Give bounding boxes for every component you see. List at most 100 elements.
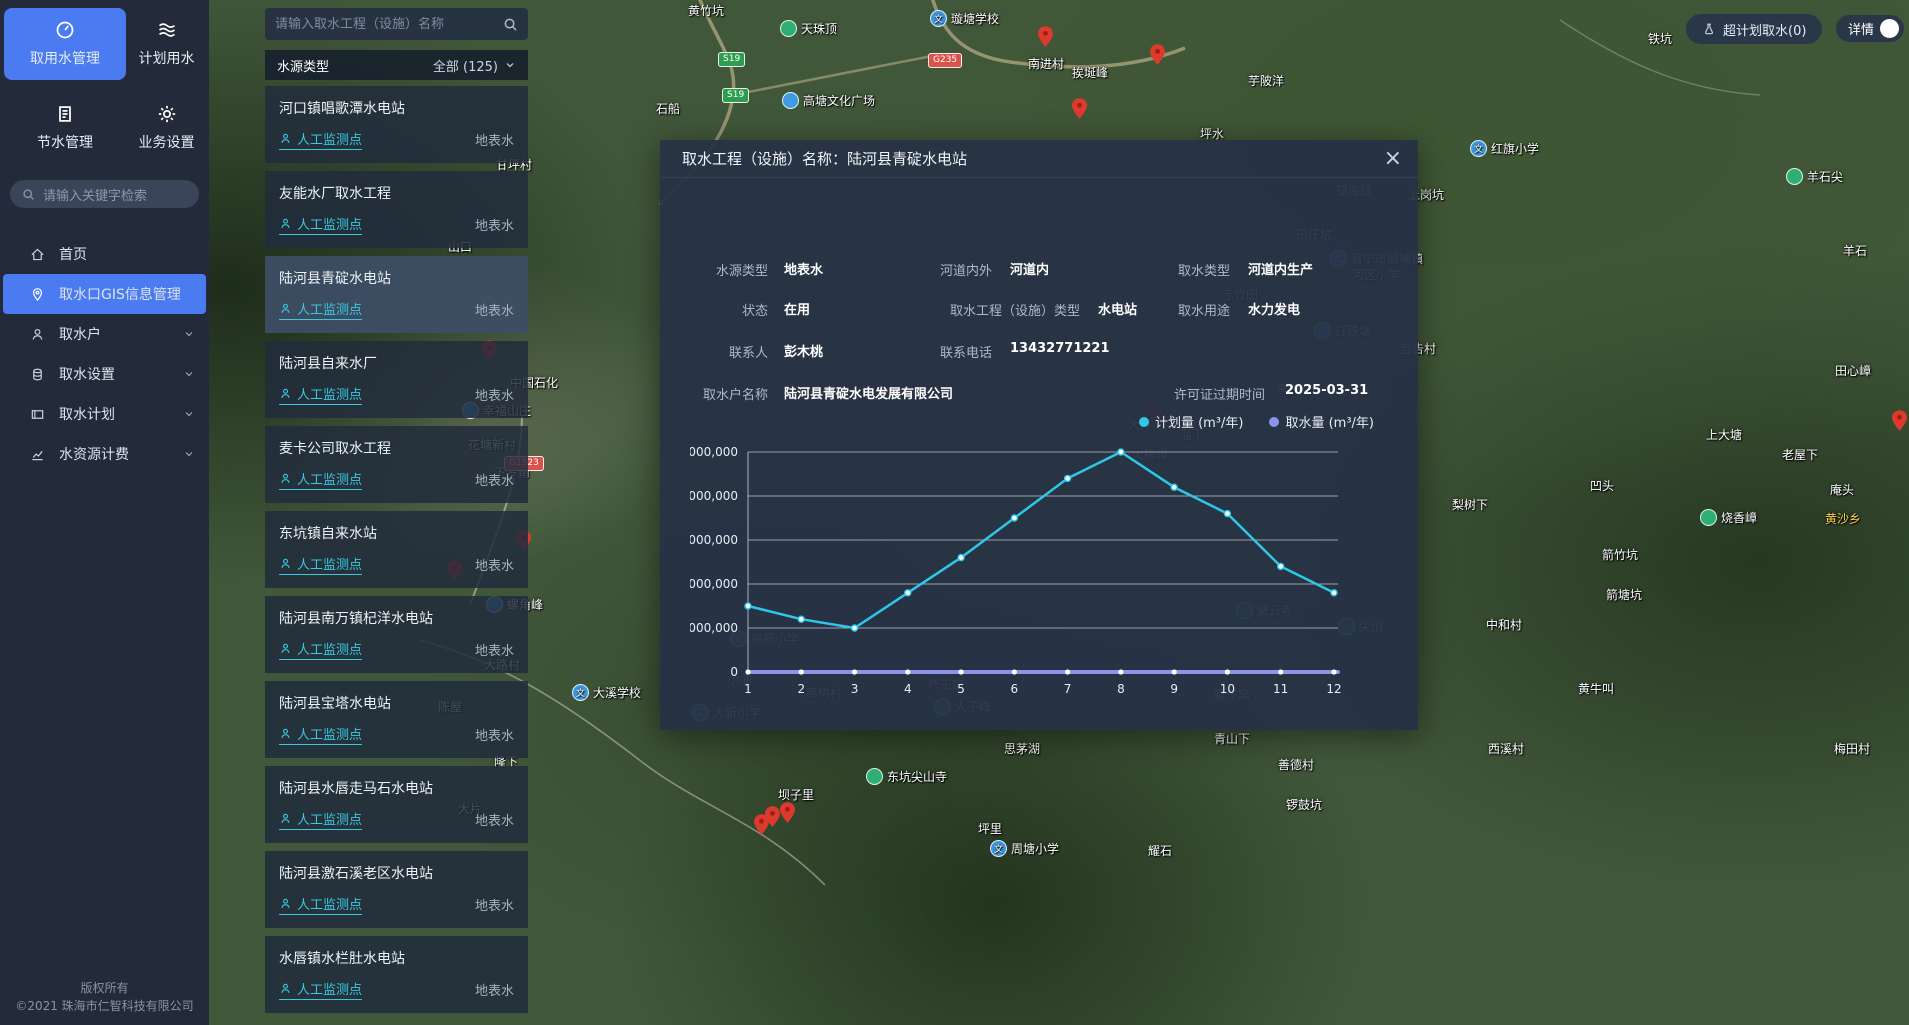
facility-list-item[interactable]: 麦卡公司取水工程 人工监测点 地表水 [265, 426, 528, 503]
module-tile[interactable]: 计划用水 [126, 8, 207, 80]
facility-list-panel: 水源类型 全部 (125) 河口镇唱歌潭水电站 人工监测点 地表水 友能水厂取水… [265, 0, 528, 1025]
search-icon[interactable] [503, 17, 518, 32]
monitor-type[interactable]: 人工监测点 [279, 639, 363, 660]
close-icon[interactable]: × [1383, 145, 1402, 171]
sidebar-menu-item[interactable]: 取水计划 [0, 394, 209, 434]
monitor-type[interactable]: 人工监测点 [279, 299, 363, 320]
sidebar-search[interactable]: 请输入关键字检索 [10, 180, 199, 208]
menu-item-icon [32, 287, 43, 301]
facility-name: 陆河县激石溪老区水电站 [279, 866, 433, 882]
svg-text:1,000,000: 1,000,000 [690, 621, 738, 635]
facility-search[interactable] [265, 8, 528, 40]
map-label-text: 锣鼓坑 [1286, 798, 1323, 812]
over-plan-label: 超计划取水(0) [1723, 23, 1807, 39]
legend-label: 计划量 (m³/年) [1154, 416, 1244, 431]
svg-text:3: 3 [851, 682, 859, 696]
monitor-type[interactable]: 人工监测点 [279, 894, 363, 915]
person-icon [281, 898, 290, 909]
field-value: 水力发电 [1248, 303, 1301, 318]
map-pin-icon[interactable] [780, 802, 795, 827]
facility-name: 陆河县水唇走马石水电站 [279, 781, 433, 797]
monitor-type[interactable]: 人工监测点 [279, 724, 363, 745]
svg-text:5: 5 [957, 682, 965, 696]
sidebar-menu-item[interactable]: 取水设置 [0, 354, 209, 394]
facility-detail-modal: 取水工程（设施）名称：陆河县青碇水电站 × 水源类型 地表水 河道内外 河道内 … [660, 140, 1418, 730]
sidebar-menu-item[interactable]: 首页 [0, 234, 209, 274]
monitor-type[interactable]: 人工监测点 [279, 469, 363, 490]
module-icon [158, 105, 175, 123]
person-icon [281, 133, 290, 144]
map-label: 羊石尖 [1786, 168, 1843, 185]
monitor-type[interactable]: 人工监测点 [279, 214, 363, 235]
field-label: 取水用途 [1177, 304, 1230, 319]
road-badge: G235 [928, 53, 963, 68]
map-label-text: 梨树下 [1452, 498, 1489, 512]
map-label: 中和村 [1486, 616, 1522, 633]
monitor-type[interactable]: 人工监测点 [279, 809, 363, 830]
road-badge: S19 [718, 52, 746, 67]
green-poi-icon [866, 768, 883, 785]
facility-list-item[interactable]: 友能水厂取水工程 人工监测点 地表水 [265, 171, 528, 248]
facility-list-item[interactable]: 陆河县水唇走马石水电站 人工监测点 地表水 [265, 766, 528, 843]
map-label: 芋陂洋 [1248, 72, 1284, 89]
svg-text:12: 12 [1326, 682, 1341, 696]
map-label-text: 上大塘 [1706, 428, 1743, 442]
monitor-type[interactable]: 人工监测点 [279, 554, 363, 575]
field-label: 水源类型 [715, 264, 768, 279]
map-label-text: 东坑尖山寺 [887, 770, 948, 784]
map-pin-icon[interactable] [754, 814, 769, 839]
facility-list-item[interactable]: 陆河县自来水厂 人工监测点 地表水 [265, 341, 528, 418]
chevron-down-icon [185, 332, 193, 337]
green-poi-icon [1700, 509, 1717, 526]
filter-dropdown[interactable]: 全部 (125) [433, 56, 516, 75]
map-label: 天珠顶 [780, 20, 837, 37]
facility-list-item[interactable]: 陆河县青碇水电站 人工监测点 地表水 [265, 256, 528, 333]
facility-list: 河口镇唱歌潭水电站 人工监测点 地表水 友能水厂取水工程 人工监测点 地表水 [265, 86, 528, 1021]
sidebar-menu: 首页 取水口GIS信息管理 取水户 取水设置 取水计划 水资源计费 [0, 234, 209, 474]
over-plan-intake-button[interactable]: 超计划取水(0) [1686, 14, 1823, 44]
search-icon [23, 188, 34, 200]
person-icon [281, 983, 290, 994]
facility-list-item[interactable]: 河口镇唱歌潭水电站 人工监测点 地表水 [265, 86, 528, 163]
sidebar-menu-item[interactable]: 水资源计费 [0, 434, 209, 474]
monitor-label: 人工监测点 [297, 218, 363, 233]
facility-list-item[interactable]: 陆河县宝塔水电站 人工监测点 地表水 [265, 681, 528, 758]
detail-toggle[interactable]: 详情 [1836, 15, 1905, 42]
svg-text:2,000,000: 2,000,000 [690, 577, 738, 591]
facility-list-item[interactable]: 陆河县南万镇杞洋水电站 人工监测点 地表水 [265, 596, 528, 673]
facility-list-item[interactable]: 陆河县激石溪老区水电站 人工监测点 地表水 [265, 851, 528, 928]
map-label: 思茅湖 [1004, 740, 1040, 757]
water-source-label: 地表水 [474, 984, 514, 999]
map-pin-icon[interactable] [1038, 26, 1053, 51]
monitor-type[interactable]: 人工监测点 [279, 979, 363, 1000]
flask-icon [1705, 23, 1713, 34]
map-label: 烧香嶂 [1700, 509, 1757, 526]
filter-label: 水源类型 [277, 59, 330, 75]
facility-name: 陆河县青碇水电站 [279, 271, 391, 287]
map-pin-icon[interactable] [1150, 44, 1165, 69]
svg-text:9: 9 [1170, 682, 1178, 696]
field-value: 2025-03-31 [1285, 383, 1369, 398]
map-pin-icon[interactable] [1072, 98, 1087, 123]
map-label: 坪水 [1200, 125, 1224, 142]
facility-list-item[interactable]: 水唇镇水栏肚水电站 人工监测点 地表水 [265, 936, 528, 1013]
svg-text:7: 7 [1064, 682, 1072, 696]
module-icon [59, 106, 71, 122]
sidebar-menu-item[interactable]: 取水口GIS信息管理 [3, 274, 206, 314]
road-badge: S19 [722, 88, 750, 103]
module-tile[interactable]: 取用水管理 [4, 8, 126, 80]
map-label: 西溪村 [1488, 740, 1524, 757]
map-label: 高塘文化广场 [782, 92, 875, 109]
map-label-text: 高塘文化广场 [803, 94, 876, 108]
field-label: 状态 [741, 304, 768, 319]
monitor-type[interactable]: 人工监测点 [279, 129, 363, 150]
sidebar-menu-item[interactable]: 取水户 [0, 314, 209, 354]
chevron-down-icon [506, 63, 514, 68]
monitor-type[interactable]: 人工监测点 [279, 384, 363, 405]
module-tile[interactable]: 业务设置 [126, 92, 207, 164]
module-tile[interactable]: 节水管理 [4, 92, 126, 164]
map-label: 坪里 [978, 820, 1002, 837]
facility-list-item[interactable]: 东坑镇自来水站 人工监测点 地表水 [265, 511, 528, 588]
facility-search-input[interactable] [275, 16, 503, 32]
map-pin-icon[interactable] [1892, 410, 1907, 435]
